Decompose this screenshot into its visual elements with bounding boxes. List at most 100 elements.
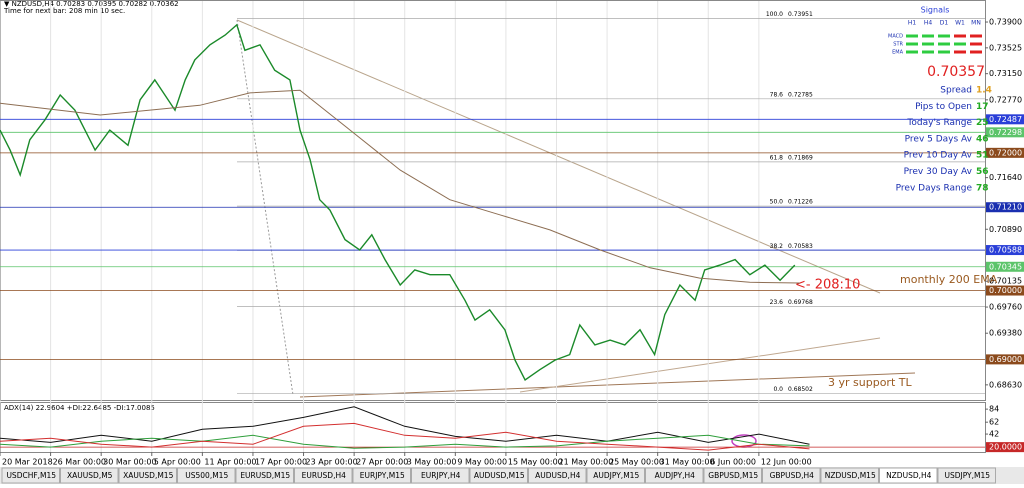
level-box [986,354,1024,365]
x-tick-label: 11 Apr 00:00 [204,458,256,467]
chart-tab[interactable] [645,467,704,484]
signal-dot [906,42,918,46]
series-line [0,422,810,451]
info-value: 17 [976,102,989,112]
y-tick-label: 84 [989,405,999,414]
series-line [0,434,810,449]
timer-line: Time for next bar: 208 min 10 sec. [3,7,125,15]
info-label: Today's Range [906,118,972,128]
level-label: 0.72298 [989,128,1022,137]
chart-tab-label[interactable]: NZDUSD,M15 [825,471,876,480]
signal-dot [938,42,950,46]
fib-level-value: 0.70583 [788,243,813,250]
info-value: 25 [976,118,989,128]
chart-tab[interactable] [937,467,996,484]
fib-level-value: 0.69768 [788,299,813,306]
info-value: 78 [976,183,989,193]
level-box [986,442,1024,453]
chart-tab[interactable] [352,467,411,484]
level-label: 0.71210 [989,203,1022,212]
x-tick-label: 26 Mar 00:00 [53,458,106,467]
chart-tab-label[interactable]: EURJPY,M15 [360,471,405,480]
chart-tab-label[interactable]: EURUSD,M15 [240,471,290,480]
x-tick-label: 25 May 00:00 [609,458,664,467]
x-tick-label: 12 Jun 00:00 [761,458,812,467]
chart-tab-label[interactable]: XAUUSD,M5 [67,471,113,480]
x-tick-label: 27 Apr 00:00 [356,458,408,467]
chart-tab-label[interactable]: US500,M15 [185,471,228,480]
chart-tab[interactable] [762,467,821,484]
level-box [986,202,1024,213]
chart-tab[interactable] [118,467,177,484]
fib-level-value: 0.72785 [788,91,813,98]
chart-tab[interactable] [528,467,587,484]
series-line [0,23,796,382]
y-tick-label: 0.68630 [989,380,1022,389]
level-label: 0.70000 [989,286,1022,295]
info-label: Spread [940,86,972,96]
info-label: Pips to Open [915,102,972,112]
level-box [986,261,1024,272]
support-trend-line [519,337,881,393]
signal-dot [938,50,950,54]
y-tick-label: 62 [989,418,999,427]
chart-tab-label[interactable]: AUDUSD,H4 [535,471,580,480]
signal-row-name: MACD [888,34,903,40]
signal-dot [922,34,934,38]
level-label: 0.72487 [989,115,1022,124]
chart-tab[interactable] [1,467,60,484]
chart-tab[interactable] [177,467,236,484]
chart-tab[interactable] [879,467,938,484]
chart-tab-label[interactable]: NZDUSD,H4 [886,471,932,480]
signal-column: W1 [955,20,965,27]
chart-tab-label[interactable]: AUDJPY,M15 [593,471,639,480]
fib-level-name: 0.0 [773,386,783,393]
chart-tab[interactable] [294,467,353,484]
signals-title: Signals [921,6,950,15]
signal-dot [922,42,934,46]
symbol-line: ▼ NZDUSD,H4 0.70283 0.70395 0.70282 0.70… [4,0,179,8]
chart-tab[interactable] [586,467,645,484]
chart-tab-label[interactable]: AUDJPY,H4 [655,471,696,480]
y-tick-label: 42 [989,430,999,439]
chart-tab[interactable] [820,467,879,484]
level-box [986,245,1024,256]
chart-tab-label[interactable]: USDJPY,M15 [944,471,990,480]
chart-tab-label[interactable]: EURUSD,H4 [302,471,346,480]
chart-tab[interactable] [703,467,762,484]
level-box [986,114,1024,125]
y-tick-label: 0.70890 [989,225,1022,234]
x-tick-label: 23 Apr 00:00 [306,458,358,467]
chart-tab-label[interactable]: GBPUSD,H4 [770,471,815,480]
x-tick-label: 15 May 00:00 [508,458,563,467]
y-tick-label: 0.73525 [989,43,1022,52]
chart-tab-label[interactable]: GBPUSD,M15 [708,471,758,480]
x-tick-label: 20 Mar 2018 [2,458,53,467]
chart-tab[interactable] [235,467,294,484]
level-label: 0.70588 [989,246,1022,255]
info-value: 46 [976,134,989,144]
x-tick-label: 21 May 00:00 [558,458,613,467]
y-tick-label: 0.73900 [989,18,1022,27]
chart-tab[interactable] [469,467,528,484]
chart-tab-label[interactable]: XAUUSD,M15 [123,471,173,480]
x-tick-label: 30 Mar 00:00 [103,458,156,467]
trend-line [236,19,881,294]
chart-tab-label[interactable]: USDCHF,M15 [6,471,56,480]
fib-level-name: 61.8 [770,154,784,161]
level-label: 0.70345 [989,262,1022,271]
signal-row-name: EMA [892,50,903,56]
chart-tab-label[interactable]: AUDUSD,M15 [474,471,525,480]
level-label: 0.69000 [989,355,1022,364]
x-tick-label: 17 Apr 00:00 [255,458,307,467]
chart-tab[interactable] [60,467,119,484]
x-tick-label: 31 May 00:00 [660,458,715,467]
fib-level-name: 100.0 [766,11,783,18]
info-value: 51 [976,151,989,161]
signal-row-name: STR [893,42,903,48]
chart-tab[interactable] [411,467,470,484]
chart-tab-label[interactable]: EURJPY,H4 [421,471,461,480]
y-tick-label: 0.70135 [989,277,1022,286]
signal-column: H1 [908,20,917,27]
